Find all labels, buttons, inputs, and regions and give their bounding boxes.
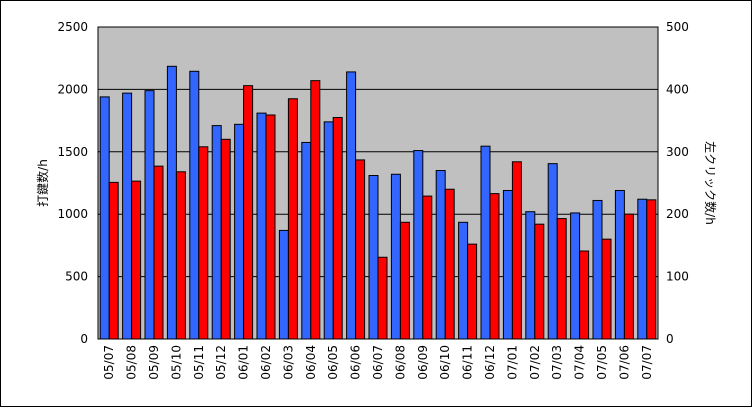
blue-bar-06-12 xyxy=(480,145,491,340)
left-tick-label: 1500 xyxy=(57,145,88,159)
category-label: 05/09 xyxy=(147,345,161,380)
category-label: 06/06 xyxy=(349,345,363,380)
left-tick-label: 0 xyxy=(80,332,88,346)
blue-bar-07-04 xyxy=(570,212,581,340)
red-bar-06-12 xyxy=(489,193,500,340)
left-tick-label: 2500 xyxy=(57,20,88,34)
right-tick-label: 0 xyxy=(666,332,674,346)
red-bar-07-01 xyxy=(511,161,522,340)
blue-bar-07-07 xyxy=(637,198,648,340)
blue-bar-06-02 xyxy=(256,112,267,340)
blue-bar-07-06 xyxy=(614,189,625,340)
blue-bar-07-03 xyxy=(547,163,558,340)
red-bar-06-09 xyxy=(422,195,433,340)
red-bar-06-02 xyxy=(265,114,276,340)
blue-bar-05-09 xyxy=(144,90,155,340)
red-bar-06-11 xyxy=(467,243,478,340)
category-label: 07/05 xyxy=(595,345,609,380)
left-tick-label: 1000 xyxy=(57,207,88,221)
blue-bar-05-10 xyxy=(166,65,177,340)
blue-bar-05-07 xyxy=(99,96,110,340)
blue-bar-06-01 xyxy=(234,123,245,340)
red-bar-05-11 xyxy=(198,146,209,340)
red-bar-06-05 xyxy=(332,116,343,340)
left-tick-label: 500 xyxy=(65,270,88,284)
blue-bar-06-08 xyxy=(390,173,401,340)
blue-bar-06-07 xyxy=(368,175,379,340)
category-labels: 05/07 05/08 05/09 05/10 05/11 05/12 06/01 06/02… xyxy=(102,345,654,380)
right-tick-label: 100 xyxy=(666,270,689,284)
category-label: 06/09 xyxy=(416,345,430,380)
category-label: 05/12 xyxy=(214,345,228,380)
blue-bar-05-12 xyxy=(211,125,222,340)
blue-bar-07-01 xyxy=(502,189,513,340)
category-label: 06/05 xyxy=(326,345,340,380)
red-bar-05-10 xyxy=(175,171,186,340)
left-axis-title: 打鍵数/h xyxy=(35,159,50,207)
blue-bar-05-11 xyxy=(189,70,200,340)
red-bar-05-07 xyxy=(108,181,119,340)
category-label: 07/04 xyxy=(573,345,587,380)
red-bar-07-05 xyxy=(601,238,612,340)
red-bar-05-08 xyxy=(131,180,142,340)
category-label: 07/07 xyxy=(640,345,654,380)
blue-bar-06-03 xyxy=(278,229,289,340)
category-label: 07/01 xyxy=(505,345,519,380)
category-label: 05/10 xyxy=(169,345,183,380)
red-bar-06-06 xyxy=(355,159,366,340)
left-axis-ticks: 0 500 1000 1500 2000 2500 xyxy=(57,20,88,346)
red-bar-06-10 xyxy=(444,188,455,340)
red-bar-06-04 xyxy=(310,80,321,340)
plot-border xyxy=(97,26,659,340)
category-label: 06/02 xyxy=(259,345,273,380)
red-bar-07-04 xyxy=(579,250,590,340)
category-label: 07/02 xyxy=(528,345,542,380)
red-bar-07-07 xyxy=(646,199,657,340)
red-bar-05-09 xyxy=(153,165,164,340)
category-label: 07/06 xyxy=(617,345,631,380)
category-label: 06/01 xyxy=(237,345,251,380)
red-bar-07-06 xyxy=(623,213,634,340)
blue-bar-06-05 xyxy=(323,121,334,340)
right-tick-label: 500 xyxy=(666,20,689,34)
blue-bar-07-05 xyxy=(592,199,603,340)
category-label: 07/03 xyxy=(550,345,564,380)
category-label: 06/07 xyxy=(371,345,385,380)
red-bar-06-03 xyxy=(287,98,298,340)
right-tick-label: 300 xyxy=(666,145,689,159)
red-bar-06-08 xyxy=(399,221,410,340)
category-label: 06/03 xyxy=(281,345,295,380)
category-label: 06/10 xyxy=(438,345,452,380)
left-tick-label: 2000 xyxy=(57,82,88,96)
category-label: 05/08 xyxy=(125,345,139,380)
blue-bar-06-09 xyxy=(413,150,424,340)
blue-bar-06-06 xyxy=(346,71,357,340)
red-bar-06-01 xyxy=(243,85,254,340)
category-label: 06/04 xyxy=(304,345,318,380)
right-tick-label: 400 xyxy=(666,82,689,96)
blue-bar-06-11 xyxy=(458,221,469,340)
bars xyxy=(99,65,657,340)
category-label: 05/07 xyxy=(102,345,116,380)
blue-bar-06-10 xyxy=(435,170,446,340)
blue-bar-06-04 xyxy=(301,141,312,340)
category-label: 06/12 xyxy=(483,345,497,380)
right-axis-title: 左クリック数/h xyxy=(703,141,718,225)
red-bar-05-12 xyxy=(220,138,231,340)
category-label: 06/11 xyxy=(461,345,475,380)
category-label: 06/08 xyxy=(393,345,407,380)
red-bar-07-03 xyxy=(556,218,567,340)
right-axis-ticks: 0 100 200 300 400 500 xyxy=(666,20,689,346)
right-tick-label: 200 xyxy=(666,207,689,221)
blue-bar-07-02 xyxy=(525,211,536,340)
red-bar-07-02 xyxy=(534,223,545,340)
blue-bar-05-08 xyxy=(122,92,133,340)
category-label: 05/11 xyxy=(192,345,206,380)
red-bar-06-07 xyxy=(377,256,388,340)
